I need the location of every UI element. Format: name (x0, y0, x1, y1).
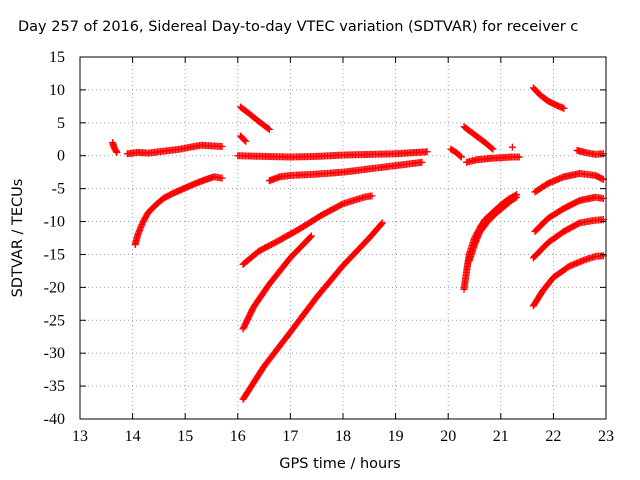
y-tick-label: -40 (44, 411, 65, 428)
x-axis-label: GPS time / hours (279, 456, 401, 472)
x-tick-label: 22 (545, 428, 561, 445)
data-series-9 (239, 232, 315, 333)
data-series-2 (123, 141, 226, 158)
data-point (218, 174, 226, 182)
x-tick-label: 20 (440, 428, 456, 445)
data-point (307, 232, 315, 240)
data-series-12 (463, 153, 523, 166)
data-point (368, 192, 376, 200)
data-series-10 (239, 219, 386, 403)
data-series-19 (531, 169, 607, 196)
x-tick-label: 15 (177, 428, 193, 445)
y-tick-label: -20 (44, 279, 65, 296)
data-series-22 (529, 252, 607, 310)
y-tick-label: 0 (57, 148, 65, 165)
data-series-20 (531, 193, 607, 235)
x-tick-label: 17 (282, 428, 298, 445)
data-series-14 (508, 143, 516, 151)
data-series-11 (447, 145, 465, 161)
y-tick-label: -35 (44, 378, 65, 395)
x-tick-label: 19 (388, 428, 404, 445)
data-series-1 (109, 139, 121, 156)
data-point (560, 104, 568, 112)
data-point (241, 136, 249, 144)
y-axis-label: SDTVAR / TECUs (10, 178, 26, 298)
data-point (456, 152, 464, 160)
data-series-18 (573, 146, 607, 158)
data-series-8 (239, 192, 376, 268)
data-point (306, 233, 314, 241)
y-tick-label: 5 (57, 115, 65, 132)
data-series-group (109, 84, 607, 403)
data-point (265, 125, 273, 133)
data-series-13 (460, 123, 497, 153)
data-point (418, 158, 426, 166)
x-tick-label: 13 (72, 428, 88, 445)
y-tick-label: 15 (49, 49, 65, 66)
y-tick-label: -10 (44, 214, 65, 231)
y-tick-label: -25 (44, 312, 65, 329)
data-point (264, 125, 272, 133)
data-series-17 (529, 84, 568, 112)
y-tick-label: -15 (44, 246, 65, 263)
data-point (378, 219, 386, 227)
y-tick-label: 10 (49, 82, 65, 99)
data-series-4 (236, 132, 250, 145)
data-point (489, 145, 497, 153)
data-point (515, 153, 523, 161)
x-tick-label: 21 (493, 428, 509, 445)
y-tick-label: -5 (52, 181, 65, 198)
data-point (218, 143, 226, 151)
data-series-15 (460, 191, 521, 293)
plot-grid (80, 57, 606, 419)
data-series-7 (265, 158, 426, 185)
axis-ticks: 13 14 15 16 17 18 19 20 21 22 23 15 10 5 0 -5 -10 -15 -20 -… (44, 49, 614, 445)
data-point (508, 143, 516, 151)
y-tick-label: -30 (44, 345, 65, 362)
data-point (598, 175, 606, 183)
data-series-21 (529, 216, 607, 262)
data-series-6 (234, 148, 431, 161)
x-tick-label: 23 (598, 428, 614, 445)
data-point (511, 194, 519, 202)
chart-title: Day 257 of 2016, Sidereal Day-to-day VTE… (18, 19, 579, 35)
data-series-5 (236, 103, 273, 133)
data-point (488, 144, 496, 152)
data-series-16 (465, 193, 521, 265)
data-point (242, 137, 250, 145)
data-series-3 (131, 173, 226, 249)
data-point (377, 220, 385, 228)
data-point (423, 148, 431, 156)
data-point (457, 153, 465, 161)
data-point (113, 148, 121, 156)
data-point (513, 193, 521, 201)
x-tick-label: 16 (230, 428, 246, 445)
x-tick-label: 14 (125, 428, 141, 445)
x-tick-label: 18 (335, 428, 351, 445)
